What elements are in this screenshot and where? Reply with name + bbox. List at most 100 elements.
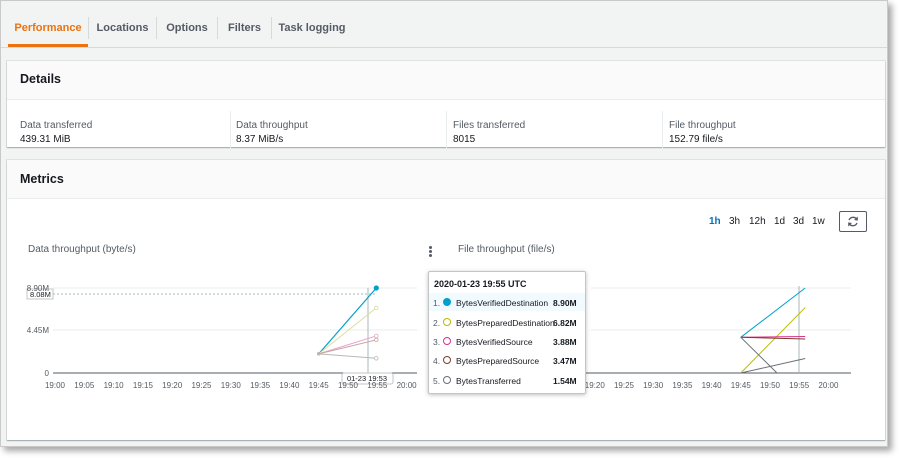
x-tick-label: 20:00 (397, 381, 418, 390)
detail-data-throughput: Data throughput 8.37 MiB/s (236, 112, 452, 152)
data-point (374, 333, 379, 339)
detail-label: Files transferred (453, 120, 526, 131)
y-marker-label: 8.08M (30, 290, 51, 299)
detail-label: File throughput (669, 120, 736, 131)
chart-title-data-throughput: Data throughput (byte/s) (28, 244, 136, 255)
tooltip-row-name: BytesTransferred (456, 376, 521, 386)
x-tick-label: 19:25 (614, 381, 635, 390)
data-point (374, 337, 379, 343)
x-tick-label: 19:35 (250, 381, 271, 390)
y-tick-label: 4.45M (27, 326, 50, 335)
series-line (318, 307, 377, 355)
series-marker-icon (443, 298, 451, 306)
details-panel: Details Data transferred 439.31 MiB Data… (7, 61, 885, 151)
detail-file-throughput: File throughput 152.79 file/s (669, 112, 885, 152)
x-tick-label: 19:50 (760, 381, 781, 390)
tooltip-row-value: 6.82M (553, 318, 577, 328)
task-detail-window: Performance Locations Options Filters Ta… (0, 0, 888, 447)
series-marker-icon (443, 356, 451, 364)
tooltip-row-value: 1.54M (553, 376, 577, 386)
detail-value: 439.31 MiB (20, 134, 71, 145)
detail-label: Data transferred (20, 120, 93, 131)
metrics-charts: 8.08M 8.90M 4.45M 0 01-23 19:53 19:00 19:… (26, 284, 851, 390)
detail-divider (230, 111, 231, 151)
tab-filters[interactable]: Filters (227, 22, 261, 34)
tab-task-logging[interactable]: Task logging (278, 22, 346, 34)
refresh-button[interactable] (839, 211, 867, 232)
range-3h[interactable]: 3h (729, 216, 741, 227)
chart-tooltip: 2020-01-23 19:55 UTC 1. BytesVerifiedDes… (428, 271, 586, 394)
x-tick-label: 19:55 (789, 381, 810, 390)
y-tick-label: 0 (45, 369, 50, 378)
detail-divider (662, 111, 663, 151)
x-tick-label: 19:20 (585, 381, 606, 390)
tooltip-row-name: BytesVerifiedSource (456, 337, 533, 347)
x-tick-label: 19:05 (74, 381, 95, 390)
x-tick-label: 19:25 (191, 381, 212, 390)
tab-bar: Performance Locations Options Filters Ta… (1, 1, 887, 48)
metrics-title: Metrics (20, 172, 64, 186)
data-point (317, 352, 321, 356)
tooltip-row-value: 8.90M (553, 298, 577, 308)
x-tick-label: 19:20 (162, 381, 183, 390)
range-1w[interactable]: 1w (812, 216, 825, 227)
x-tick-label: 19:10 (104, 381, 125, 390)
data-point (374, 305, 379, 311)
tooltip-row-name: BytesPreparedSource (456, 356, 540, 366)
tooltip-row-index: 1. (433, 298, 441, 308)
tooltip-row-value: 3.88M (553, 337, 577, 347)
tab-locations[interactable]: Locations (96, 22, 149, 34)
x-tick-label: 19:15 (133, 381, 154, 390)
series-line (318, 353, 377, 359)
data-point (373, 285, 379, 291)
tab-divider (217, 17, 218, 39)
detail-files-transferred: Files transferred 8015 (453, 112, 669, 152)
y-marker-box (26, 288, 54, 300)
tooltip-row[interactable]: 2. BytesPreparedDestination 6.82M (429, 313, 585, 331)
detail-label: Data throughput (236, 120, 308, 131)
details-header: Details (7, 61, 885, 100)
range-3d[interactable]: 3d (793, 216, 805, 227)
detail-value: 8.37 MiB/s (236, 134, 284, 145)
x-tick-label: 19:45 (731, 381, 752, 390)
series-line (318, 339, 377, 355)
x-tick-label: 19:35 (672, 381, 693, 390)
tab-divider (156, 17, 157, 39)
series-line (740, 336, 806, 340)
tab-performance[interactable]: Performance (8, 1, 88, 47)
tooltip-row[interactable]: 5. BytesTransferred 1.54M (429, 371, 585, 389)
series-marker-icon (443, 376, 451, 384)
x-tick-label: 20:00 (818, 381, 839, 390)
vertical-ellipsis-icon (427, 246, 433, 257)
x-tick-label: 19:30 (643, 381, 664, 390)
series-line (740, 358, 806, 374)
tooltip-row-name: BytesPreparedDestination (456, 318, 555, 328)
detail-value: 152.79 file/s (669, 134, 723, 145)
tab-divider (88, 17, 89, 39)
data-point (374, 356, 379, 361)
chart-menu-button[interactable] (427, 246, 433, 259)
detail-data-transferred: Data transferred 439.31 MiB (20, 112, 236, 152)
series-marker-icon (443, 337, 451, 345)
x-tick-label: 19:00 (45, 381, 66, 390)
crosshair-label: 01-23 19:53 (347, 374, 387, 383)
series-line (740, 287, 806, 338)
tab-options[interactable]: Options (166, 22, 208, 34)
crosshair-label-box (341, 372, 394, 385)
tooltip-row[interactable]: 3. BytesVerifiedSource 3.88M (429, 332, 585, 350)
range-12h[interactable]: 12h (749, 216, 766, 227)
y-tick-label: 8.90M (27, 284, 50, 293)
tooltip-row[interactable]: 4. BytesPreparedSource 3.47M (429, 351, 585, 369)
range-1h[interactable]: 1h (709, 216, 721, 227)
series-line (740, 336, 778, 374)
detail-value: 8015 (453, 134, 476, 145)
series-line (318, 335, 377, 355)
tooltip-row-index: 5. (433, 376, 441, 386)
chart-title-file-throughput: File throughput (file/s) (458, 244, 555, 255)
x-tick-label: 19:50 (338, 381, 359, 390)
range-1d[interactable]: 1d (774, 216, 786, 227)
tooltip-row[interactable]: 1. BytesVerifiedDestination 8.90M (429, 293, 585, 311)
tooltip-row-index: 3. (433, 337, 441, 347)
series-marker-icon (443, 318, 451, 326)
x-tick-label: 19:40 (702, 381, 723, 390)
